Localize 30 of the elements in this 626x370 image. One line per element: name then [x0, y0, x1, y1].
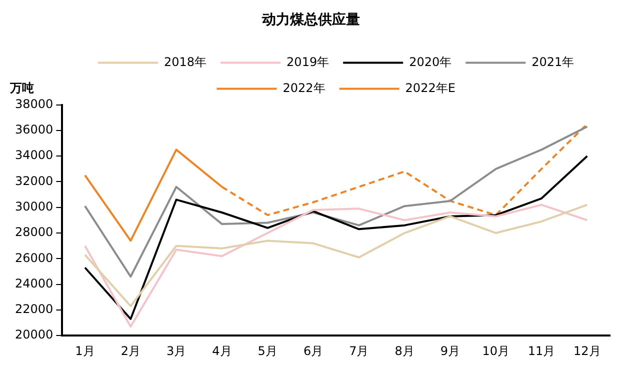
- x-tick-label: 4月: [212, 344, 232, 358]
- chart-title: 动力煤总供应量: [261, 11, 360, 28]
- x-tick-label: 1月: [75, 344, 95, 358]
- x-tick-label: 8月: [394, 344, 414, 358]
- y-tick-label: 38000: [14, 96, 54, 111]
- legend-label: 2019年: [286, 54, 330, 69]
- legend-label: 2022年: [282, 80, 326, 95]
- y-tick-label: 32000: [14, 174, 54, 188]
- x-tick-label: 10月: [482, 344, 510, 358]
- x-tick-label: 9月: [440, 344, 460, 358]
- y-tick-label: 22000: [14, 302, 54, 316]
- x-tick-label: 12月: [574, 344, 601, 358]
- y-tick-label: 30000: [14, 200, 54, 214]
- x-tick-label: 7月: [349, 344, 369, 358]
- x-tick-label: 5月: [258, 344, 278, 358]
- x-tick-label: 3月: [166, 344, 186, 358]
- y-tick-label: 24000: [14, 276, 54, 290]
- y-tick-label: 36000: [14, 122, 54, 137]
- legend-label: 2020年: [409, 54, 452, 69]
- x-tick-label: 6月: [303, 344, 324, 358]
- y-tick-label: 28000: [14, 225, 54, 240]
- legend-label: 2021年: [532, 54, 574, 69]
- x-tick-label: 11月: [528, 344, 556, 358]
- y-tick-label: 26000: [14, 250, 54, 265]
- y-tick-label: 20000: [14, 328, 54, 342]
- y-axis-title: 万吨: [9, 80, 34, 95]
- legend-label: 2018年: [164, 54, 207, 69]
- y-tick-label: 34000: [14, 148, 54, 162]
- legend-label: 2022年E: [405, 80, 456, 95]
- x-tick-label: 2月: [120, 344, 140, 358]
